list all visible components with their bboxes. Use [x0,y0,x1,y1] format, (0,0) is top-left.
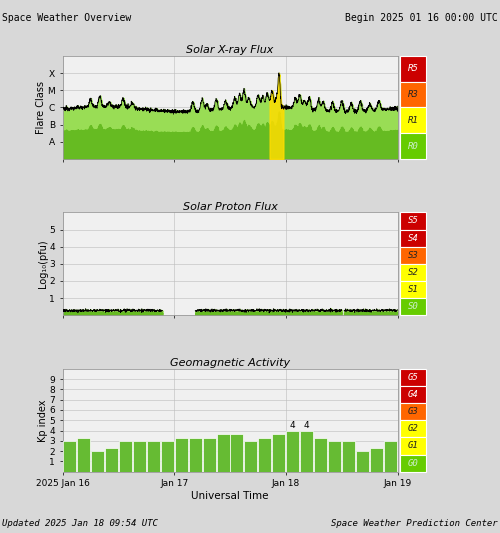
Text: R5: R5 [408,64,418,74]
Bar [258,438,272,472]
Text: R3: R3 [408,90,418,99]
Title: Geomagnetic Activity: Geomagnetic Activity [170,358,290,368]
Bar [174,438,188,472]
Y-axis label: Flare Class: Flare Class [36,81,46,134]
Bar [384,441,397,472]
Y-axis label: Log₁₀(pfu): Log₁₀(pfu) [38,239,48,288]
Bar [160,441,173,472]
Bar [244,441,258,472]
Bar [342,441,355,472]
Bar [286,431,300,472]
Text: R0: R0 [408,141,418,150]
Text: G4: G4 [408,390,418,399]
Text: Space Weather Overview: Space Weather Overview [2,13,132,23]
Text: S5: S5 [408,216,418,225]
Text: R1: R1 [408,116,418,125]
Bar [314,438,327,472]
Bar [146,441,160,472]
Text: S0: S0 [408,302,418,311]
Text: Updated 2025 Jan 18 09:54 UTC: Updated 2025 Jan 18 09:54 UTC [2,519,158,528]
Bar [119,441,132,472]
Bar [105,448,118,472]
Text: S1: S1 [408,285,418,294]
Bar [63,441,76,472]
Text: Begin 2025 01 16 00:00 UTC: Begin 2025 01 16 00:00 UTC [345,13,498,23]
Bar [133,441,146,472]
Bar [188,438,202,472]
Bar [356,451,369,472]
Y-axis label: Kp index: Kp index [38,399,48,441]
Bar [91,451,104,472]
X-axis label: Universal Time: Universal Time [191,491,269,501]
Text: 4: 4 [304,421,310,430]
Text: S2: S2 [408,268,418,277]
Text: 4: 4 [290,421,296,430]
Text: G5: G5 [408,373,418,382]
Bar [328,441,341,472]
Text: G0: G0 [408,458,418,467]
Bar [216,434,230,472]
Text: G2: G2 [408,424,418,433]
Bar [230,434,243,472]
Text: G3: G3 [408,407,418,416]
Bar [370,448,383,472]
Text: S3: S3 [408,251,418,260]
Text: S4: S4 [408,233,418,243]
Bar [202,438,215,472]
Bar [77,438,90,472]
Bar [272,434,285,472]
Title: Solar Proton Flux: Solar Proton Flux [182,201,278,212]
Text: G1: G1 [408,441,418,450]
Bar [300,431,314,472]
Title: Solar X-ray Flux: Solar X-ray Flux [186,45,274,55]
Text: Space Weather Prediction Center: Space Weather Prediction Center [331,519,498,528]
